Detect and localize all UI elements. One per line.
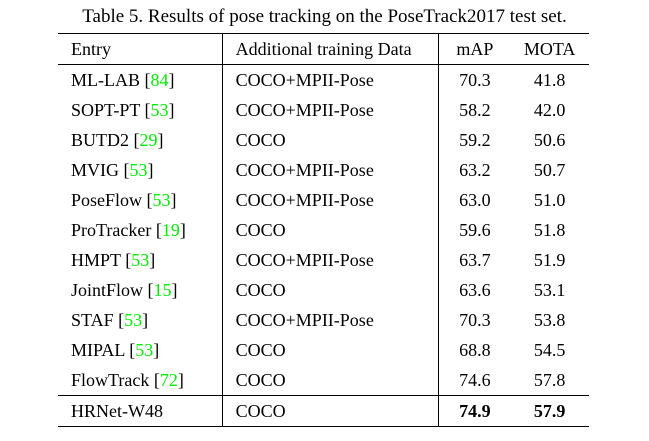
entry-name: FlowTrack bbox=[71, 370, 150, 390]
cell-mota: 50.7 bbox=[533, 160, 566, 180]
cell-mota: 51.0 bbox=[533, 190, 566, 210]
cell-mota: 51.8 bbox=[533, 220, 566, 240]
table-row: PoseFlow [53] COCO+MPII-Pose 63.0 51.0 bbox=[58, 185, 589, 215]
table-row: HMPT [53] COCO+MPII-Pose 63.7 51.9 bbox=[58, 245, 589, 275]
header-training-data: Additional training Data bbox=[222, 33, 440, 65]
cell-mota: 57.9 bbox=[533, 401, 566, 421]
table-row: ProTracker [19] COCO 59.6 51.8 bbox=[58, 215, 589, 245]
citation-link[interactable]: 53 bbox=[150, 100, 169, 120]
cell-entry: MIPAL [53] bbox=[58, 335, 223, 365]
cell-map: 63.6 bbox=[459, 280, 491, 300]
cell-map: 68.8 bbox=[459, 340, 491, 360]
entry-name: SOPT-PT bbox=[71, 100, 141, 120]
citation-link[interactable]: 53 bbox=[129, 160, 148, 180]
cell-mota: 50.6 bbox=[533, 130, 566, 150]
cell-map: 63.0 bbox=[459, 190, 491, 210]
cell-map: 70.3 bbox=[459, 70, 491, 90]
entry-name: HMPT bbox=[71, 250, 121, 270]
citation-link[interactable]: 19 bbox=[161, 220, 180, 240]
cell-training-data: COCO bbox=[222, 395, 440, 427]
cell-entry: PoseFlow [53] bbox=[58, 185, 223, 215]
cell-mota: 41.8 bbox=[533, 70, 566, 90]
cell-entry: ProTracker [19] bbox=[58, 215, 223, 245]
cell-entry: MVIG [53] bbox=[58, 155, 223, 185]
cell-entry: FlowTrack [72] bbox=[58, 365, 223, 396]
entry-name: BUTD2 bbox=[71, 130, 129, 150]
cell-training-data: COCO bbox=[222, 215, 440, 245]
table-caption: Table 5. Results of pose tracking on the… bbox=[82, 6, 567, 27]
table-row: STAF [53] COCO+MPII-Pose 70.3 53.8 bbox=[58, 305, 589, 335]
cell-training-data: COCO bbox=[222, 275, 440, 305]
cell-mota: 51.9 bbox=[533, 250, 566, 270]
citation-link[interactable]: 53 bbox=[152, 190, 171, 210]
table-row: MVIG [53] COCO+MPII-Pose 63.2 50.7 bbox=[58, 155, 589, 185]
table-body: ML-LAB [84] COCO+MPII-Pose 70.3 41.8 SOPT-PT… bbox=[58, 64, 589, 396]
citation-link[interactable]: 53 bbox=[135, 340, 154, 360]
cell-mota: 54.5 bbox=[533, 340, 566, 360]
citation-link[interactable]: 84 bbox=[150, 70, 169, 90]
cell-mota: 53.1 bbox=[533, 280, 566, 300]
citation-link[interactable]: 72 bbox=[159, 370, 178, 390]
cell-map: 59.2 bbox=[459, 130, 491, 150]
cell-map: 63.7 bbox=[459, 250, 491, 270]
cell-entry: STAF [53] bbox=[58, 305, 223, 335]
cell-mota: 42.0 bbox=[533, 100, 566, 120]
header-map: mAP bbox=[456, 39, 494, 59]
cell-map: 70.3 bbox=[459, 310, 491, 330]
cell-entry: SOPT-PT [53] bbox=[58, 95, 223, 125]
cell-map: 58.2 bbox=[459, 100, 491, 120]
table-row: FlowTrack [72] COCO 74.6 57.8 bbox=[58, 365, 589, 396]
entry-name: PoseFlow bbox=[71, 190, 143, 210]
cell-mota: 53.8 bbox=[533, 310, 566, 330]
cell-training-data: COCO bbox=[222, 365, 440, 396]
table-row-final: HRNet-W48 COCO 74.9 57.9 bbox=[58, 395, 589, 427]
results-table: Entry Additional training Data mAP MOTA … bbox=[58, 33, 589, 427]
cell-entry: JointFlow [15] bbox=[58, 275, 223, 305]
table-row: BUTD2 [29] COCO 59.2 50.6 bbox=[58, 125, 589, 155]
citation-link[interactable]: 53 bbox=[131, 250, 150, 270]
cell-map: 63.2 bbox=[459, 160, 491, 180]
entry-name: STAF bbox=[71, 310, 114, 330]
results-table-container: Entry Additional training Data mAP MOTA … bbox=[58, 33, 589, 427]
entry-name: MVIG bbox=[71, 160, 119, 180]
header-mota: MOTA bbox=[523, 39, 576, 59]
table-row: JointFlow [15] COCO 63.6 53.1 bbox=[58, 275, 589, 305]
entry-name: MIPAL bbox=[71, 340, 125, 360]
cell-training-data: COCO+MPII-Pose bbox=[222, 245, 440, 275]
cell-entry: ML-LAB [84] bbox=[58, 64, 223, 95]
cell-entry: BUTD2 [29] bbox=[58, 125, 223, 155]
cell-training-data: COCO+MPII-Pose bbox=[222, 305, 440, 335]
cell-training-data: COCO bbox=[222, 335, 440, 365]
cell-mota: 57.8 bbox=[533, 370, 566, 390]
cell-map: 59.6 bbox=[459, 220, 491, 240]
table-row: MIPAL [53] COCO 68.8 54.5 bbox=[58, 335, 589, 365]
entry-name: ProTracker bbox=[71, 220, 152, 240]
cell-entry: HMPT [53] bbox=[58, 245, 223, 275]
entry-name: JointFlow bbox=[71, 280, 144, 300]
table-row: ML-LAB [84] COCO+MPII-Pose 70.3 41.8 bbox=[58, 64, 589, 95]
cell-map: 74.9 bbox=[459, 401, 491, 421]
entry-name: ML-LAB bbox=[71, 70, 140, 90]
cell-training-data: COCO+MPII-Pose bbox=[222, 64, 440, 95]
cell-training-data: COCO+MPII-Pose bbox=[222, 155, 440, 185]
table-row: SOPT-PT [53] COCO+MPII-Pose 58.2 42.0 bbox=[58, 95, 589, 125]
cell-map: 74.6 bbox=[459, 370, 491, 390]
cell-training-data: COCO+MPII-Pose bbox=[222, 95, 440, 125]
cell-training-data: COCO+MPII-Pose bbox=[222, 185, 440, 215]
citation-link[interactable]: 15 bbox=[153, 280, 172, 300]
citation-link[interactable]: 53 bbox=[124, 310, 143, 330]
cell-entry: HRNet-W48 bbox=[58, 395, 223, 427]
cell-training-data: COCO bbox=[222, 125, 440, 155]
table-final-section: HRNet-W48 COCO 74.9 57.9 bbox=[58, 395, 589, 427]
citation-link[interactable]: 29 bbox=[139, 130, 158, 150]
header-entry: Entry bbox=[58, 33, 223, 65]
header-row: Entry Additional training Data mAP MOTA bbox=[58, 33, 589, 65]
table-header: Entry Additional training Data mAP MOTA bbox=[58, 33, 589, 65]
